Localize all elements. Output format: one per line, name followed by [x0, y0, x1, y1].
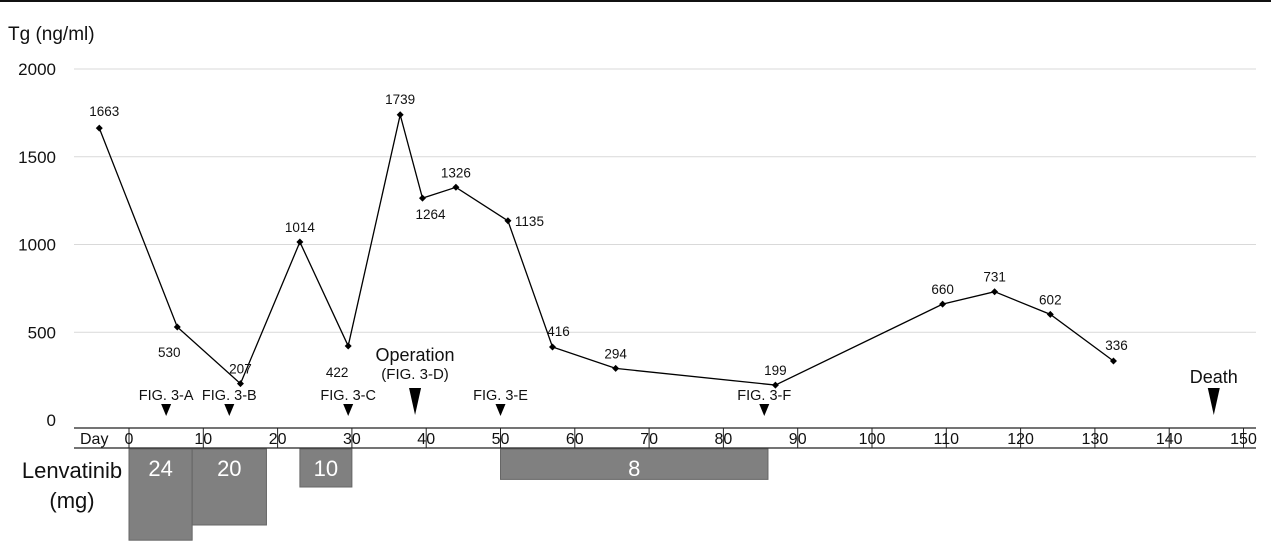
y-tick-labels: 0 500 1000 1500 2000	[18, 60, 56, 430]
data-label: 1326	[441, 165, 471, 180]
x-tick-label: 60	[566, 431, 584, 448]
tg-line	[98, 114, 1114, 386]
gridlines	[74, 68, 1256, 333]
event-label: FIG. 3-C	[320, 388, 376, 404]
data-point-marker	[1046, 310, 1054, 318]
x-tick-label: 150	[1230, 431, 1257, 448]
event-label: FIG. 3-F	[737, 388, 791, 404]
data-label: 199	[764, 363, 787, 378]
lenvatinib-dosing: Lenvatinib (mg) 24 20 10 8	[22, 448, 769, 541]
x-tick-label: 0	[125, 431, 134, 448]
x-axis-label: Day	[80, 431, 108, 448]
event-triangle-marker	[161, 404, 172, 416]
x-tick-label: 70	[640, 431, 658, 448]
dose-label: 8	[628, 456, 640, 481]
data-label: 1014	[285, 220, 316, 235]
dose-bar	[191, 448, 267, 526]
x-axis: 0 10 20 30 40 50 60 70 80 90 100 110 120 130 140 150	[74, 427, 1257, 449]
event-label: Death	[1190, 367, 1238, 387]
dose-label: 24	[148, 456, 172, 481]
data-point-marker	[418, 194, 426, 202]
x-tick-label: 130	[1082, 431, 1109, 448]
data-label: 1135	[515, 214, 544, 229]
data-label: 294	[604, 346, 627, 361]
data-point-marker	[236, 380, 244, 388]
x-tick-label: 50	[492, 431, 510, 448]
data-point-marker	[452, 183, 460, 191]
data-label: 207	[229, 362, 252, 377]
x-tick-label: 140	[1156, 431, 1183, 448]
data-label: 602	[1039, 292, 1062, 307]
event-label: FIG. 3-E	[473, 388, 528, 404]
event-label: (FIG. 3-D)	[381, 366, 449, 383]
tg-series: 1663 530 207 1014 422 1739 1264 1326 1135 416 294 1…	[89, 92, 1128, 389]
x-tick-label: 90	[789, 431, 807, 448]
y-axis-label: Tg (ng/ml)	[8, 24, 95, 45]
data-point-marker	[612, 364, 620, 372]
data-label: 336	[1105, 338, 1128, 353]
data-label: 1739	[385, 92, 415, 107]
x-tick-label: 10	[194, 431, 212, 448]
y-tick-label: 2000	[18, 60, 56, 79]
event-triangle-marker	[409, 388, 422, 415]
data-point-marker	[1109, 357, 1117, 365]
event-triangle-marker	[1207, 388, 1220, 415]
data-label: 1264	[415, 207, 446, 222]
event-label: FIG. 3-B	[202, 388, 257, 404]
y-tick-label: 0	[47, 411, 56, 430]
dose-bar	[500, 448, 769, 480]
event-markers: FIG. 3-A FIG. 3-B FIG. 3-C Operation(FIG. 3…	[139, 345, 1238, 416]
event-triangle-marker	[495, 404, 506, 416]
event-triangle-marker	[343, 404, 354, 416]
x-tick-label: 120	[1007, 431, 1034, 448]
data-label: 416	[547, 324, 570, 339]
data-label: 660	[931, 282, 954, 297]
x-tick-label: 20	[269, 431, 287, 448]
x-tick-label: 80	[715, 431, 733, 448]
event-triangle-marker	[759, 404, 770, 416]
data-point-marker	[939, 300, 947, 308]
data-point-marker	[549, 343, 557, 351]
x-tick-label: 30	[343, 431, 361, 448]
data-point-marker	[771, 381, 779, 389]
data-label: 422	[326, 365, 349, 380]
x-tick-label: 110	[934, 431, 960, 448]
dose-bar	[299, 448, 353, 488]
data-label: 530	[158, 345, 181, 360]
y-tick-label: 500	[28, 323, 56, 342]
dose-label: 20	[217, 456, 241, 481]
event-label: Operation	[376, 345, 455, 365]
event-triangle-marker	[224, 404, 235, 416]
y-tick-label: 1000	[18, 236, 56, 255]
data-label: 731	[983, 270, 1006, 285]
data-point-marker	[504, 217, 512, 225]
data-point-marker	[95, 124, 103, 132]
dose-label: 10	[314, 456, 338, 481]
x-tick-label: 40	[417, 431, 435, 448]
data-point-marker	[296, 238, 304, 246]
dosing-title: Lenvatinib	[22, 458, 122, 483]
dosing-unit: (mg)	[49, 488, 94, 513]
data-point-marker	[344, 342, 352, 350]
data-point-marker	[991, 288, 999, 296]
y-tick-label: 1500	[18, 148, 56, 167]
data-label: 1663	[89, 104, 119, 119]
event-label: FIG. 3-A	[139, 388, 194, 404]
data-point-marker	[396, 111, 404, 119]
data-point-marker	[173, 323, 181, 331]
x-tick-label: 100	[859, 431, 886, 448]
